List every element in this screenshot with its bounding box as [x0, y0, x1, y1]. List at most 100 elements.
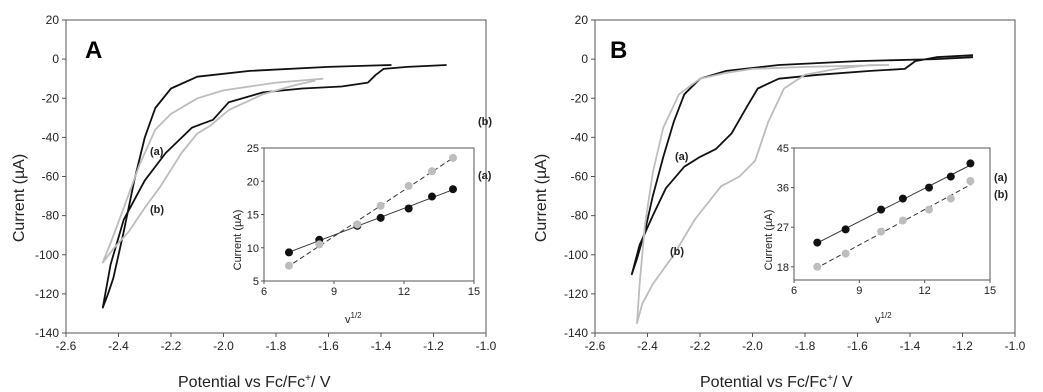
- inset-label-b: (b): [478, 116, 492, 128]
- inset-x-tick-label: 15: [468, 286, 480, 298]
- inset-y-tick-label: 5: [253, 276, 259, 288]
- inset-x-tick-label: 6: [791, 285, 797, 297]
- inset-point-a: [841, 225, 850, 234]
- panel-b-xlabel: Potential vs Fc/Fc+/ V: [700, 373, 853, 391]
- inset-x-tick-label: 12: [919, 285, 931, 297]
- x-tick-label: -1.2: [423, 339, 444, 353]
- inset-y-tick-label: 10: [247, 243, 259, 255]
- inset-point-b: [966, 177, 975, 185]
- inset-y-tick-label: 25: [247, 143, 259, 155]
- inset-x-tick-label: 6: [261, 286, 267, 298]
- y-tick-label: -60: [42, 170, 60, 184]
- x-tick-label: -2.6: [56, 339, 77, 353]
- series-line-a: [101, 64, 447, 309]
- x-tick-label: -2.2: [161, 339, 182, 353]
- inset-label-b: (b): [994, 189, 1008, 201]
- inset-y-tick-label: 45: [777, 143, 789, 155]
- y-tick-label: 20: [46, 13, 60, 27]
- inset-point-b: [315, 240, 324, 249]
- y-tick-label: 20: [575, 13, 589, 27]
- inset-x-tick-label: 15: [984, 285, 996, 297]
- y-tick-label: -140: [564, 326, 588, 340]
- inset-label-a: (a): [994, 172, 1008, 184]
- panel-b-ylabel: Current (µA): [533, 154, 550, 242]
- inset-point-a: [898, 194, 907, 203]
- curve-label-a: (a): [675, 151, 689, 163]
- inset-x-tick-label: 12: [398, 286, 410, 298]
- x-tick-label: -1.2: [952, 339, 973, 353]
- panel-a: A Potential vs Fc/Fc+/ V Current (µA) v1…: [11, 13, 497, 391]
- inset-point-a: [376, 213, 385, 222]
- inset-y-tick-label: 15: [247, 210, 259, 222]
- inset-point-a: [428, 192, 436, 201]
- x-tick-label: -1.8: [795, 339, 816, 353]
- inset-frame: [793, 147, 991, 281]
- y-tick-label: -20: [42, 91, 60, 105]
- y-tick-label: -60: [571, 170, 589, 184]
- inset-point-b: [898, 216, 907, 225]
- panel-b: B Potential vs Fc/Fc+/ V Current (µA) v1…: [533, 13, 1026, 391]
- y-tick-label: 0: [52, 52, 59, 66]
- inset-point-b: [925, 205, 934, 214]
- x-tick-label: -2.6: [585, 339, 606, 353]
- inset-point-b: [404, 181, 413, 190]
- inset-y-tick-label: 18: [777, 262, 789, 274]
- inset-point-a: [404, 204, 413, 213]
- inset-point-a: [925, 183, 934, 192]
- x-tick-label: -1.0: [476, 339, 497, 353]
- series-line-b: [101, 77, 324, 264]
- x-tick-label: -2.4: [637, 339, 658, 353]
- inset-point-b: [353, 220, 362, 229]
- x-tick-label: -2.0: [213, 339, 234, 353]
- x-tick-label: -2.2: [690, 339, 711, 353]
- y-tick-label: -140: [35, 326, 59, 340]
- inset-point-a: [946, 172, 955, 181]
- y-tick-label: -80: [42, 209, 60, 223]
- inset-y-tick-label: 36: [777, 183, 789, 195]
- y-tick-label: -120: [35, 287, 59, 301]
- panel-a-label: A: [85, 37, 102, 64]
- x-tick-label: -1.0: [1005, 339, 1026, 353]
- y-tick-label: -80: [571, 209, 589, 223]
- inset-point-a: [449, 185, 457, 194]
- curve-label-b: (b): [670, 246, 684, 258]
- inset-y-tick-label: 27: [777, 222, 789, 234]
- inset-y-tick-label: 20: [247, 176, 259, 188]
- series-line-b: [636, 64, 890, 325]
- inset-point-b: [284, 261, 293, 270]
- inset-fit-line-b: [286, 155, 456, 269]
- y-tick-label: -100: [564, 248, 588, 262]
- x-tick-label: -1.4: [900, 339, 921, 353]
- inset-frame: [263, 147, 475, 282]
- x-tick-label: -1.6: [318, 339, 339, 353]
- y-tick-label: -20: [571, 91, 589, 105]
- inset-point-a: [966, 159, 975, 168]
- panel-b-inset-xlabel: v1/2: [875, 311, 892, 326]
- y-tick-label: -40: [42, 130, 60, 144]
- inset-x-tick-label: 9: [331, 286, 337, 298]
- inset-point-b: [449, 153, 457, 162]
- x-tick-label: -1.6: [847, 339, 868, 353]
- inset-fit-line-a: [814, 163, 973, 245]
- panel-b-inset-ylabel: Current (µA): [763, 210, 775, 271]
- inset-point-b: [428, 167, 436, 176]
- curve-label-b: (b): [150, 204, 164, 216]
- x-tick-label: -1.8: [266, 339, 287, 353]
- inset-point-b: [946, 194, 955, 203]
- y-tick-label: -40: [571, 130, 589, 144]
- y-tick-label: -100: [35, 248, 59, 262]
- inset-point-b: [813, 262, 822, 271]
- panel-a-ylabel: Current (µA): [11, 154, 28, 242]
- panel-a-xlabel: Potential vs Fc/Fc+/ V: [178, 373, 331, 391]
- inset-point-b: [841, 249, 850, 258]
- y-tick-label: -120: [564, 287, 588, 301]
- inset-point-b: [877, 227, 886, 236]
- panel-b-label: B: [610, 37, 627, 64]
- inset-point-a: [284, 248, 293, 257]
- y-tick-label: 0: [581, 52, 588, 66]
- panel-a-inset-xlabel: v1/2: [345, 311, 362, 326]
- inset-point-b: [376, 201, 385, 210]
- inset-fit-line-b: [814, 183, 973, 270]
- panel-a-inset-ylabel: Current (µA): [232, 210, 244, 271]
